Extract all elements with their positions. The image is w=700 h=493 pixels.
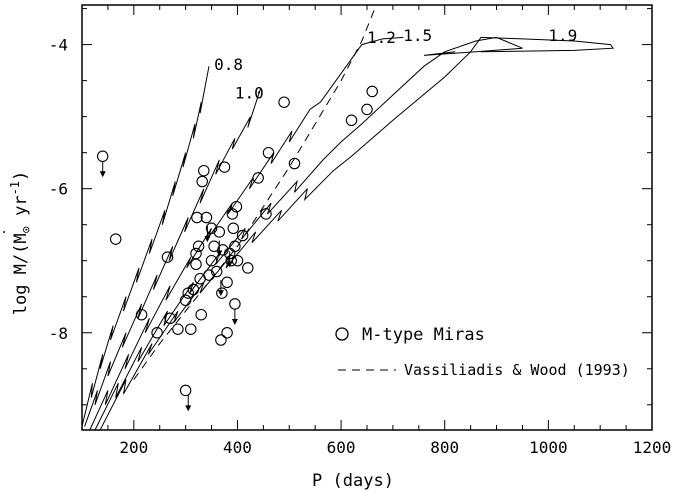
- mira-data-point: [179, 294, 192, 307]
- mira-data-point: [109, 233, 122, 245]
- y-axis-title-mdot: M: [11, 264, 31, 274]
- y-tick-label: -4: [49, 36, 68, 55]
- mira-data-point: [96, 150, 109, 163]
- upper-limit-arrow: [99, 161, 106, 178]
- mira-data-point: [229, 240, 241, 253]
- mira-data-point: [195, 308, 207, 321]
- y-tick-label: -8: [49, 324, 68, 343]
- y-axis-title: log M/(M⊙ yr-1): [8, 171, 33, 316]
- mira-data-point: [198, 164, 210, 177]
- legend: M-type Miras Vassiliadis & Wood (1993): [335, 325, 630, 379]
- y-axis-title-close: ): [11, 171, 31, 181]
- mira-data-point: [161, 251, 174, 263]
- x-tick-label: 800: [430, 438, 459, 457]
- mira-data-point: [164, 312, 176, 325]
- mira-data-point: [345, 114, 358, 127]
- mira-data-point: [225, 254, 237, 267]
- mira-data-point: [190, 258, 202, 271]
- series-line-track-0.8: [82, 66, 210, 427]
- upper-limit-arrow: [185, 395, 192, 412]
- y-axis-title-end: yr: [11, 195, 31, 226]
- track-label-0.8: 0.8: [214, 55, 243, 74]
- mira-data-point: [210, 265, 223, 278]
- mira-data-point: [226, 208, 239, 220]
- upper-limit-arrow: [217, 280, 224, 297]
- mira-data-point: [172, 323, 184, 335]
- upper-limit-arrow: [226, 251, 233, 268]
- legend-label-vw93: Vassiliadis & Wood (1993): [404, 361, 630, 379]
- mira-data-point: [190, 247, 202, 260]
- x-tick-label: 400: [223, 438, 252, 457]
- mira-data-point: [262, 146, 275, 159]
- mira-data-point: [366, 85, 378, 98]
- mira-data-point: [185, 323, 197, 335]
- mira-data-point: [236, 229, 249, 242]
- upper-limit-arrow: [216, 240, 223, 257]
- plot-area: [82, 8, 615, 430]
- y-axis-title-prefix: log: [11, 274, 31, 315]
- mira-data-point: [278, 96, 290, 108]
- mira-data-point: [203, 269, 215, 281]
- mira-data-point: [242, 262, 254, 274]
- mira-data-point: [135, 308, 148, 321]
- track-label-1.5: 1.5: [403, 26, 432, 45]
- y-axis-title-rest: /(M: [11, 233, 31, 264]
- track-labels: 0.8 1.0 1.2 1.5 1.9: [214, 26, 577, 103]
- axis-ticks: 200 400 600 800 1000 1200 -4 -6 -8: [49, 5, 672, 457]
- mira-data-point: [361, 103, 373, 116]
- mira-data-point: [252, 172, 264, 184]
- mira-data-point: [229, 298, 241, 310]
- track-label-1.9: 1.9: [548, 26, 577, 45]
- y-axis-title-sup: -1: [8, 181, 22, 195]
- x-tick-label: 1200: [633, 438, 672, 457]
- mira-data-point: [288, 157, 301, 170]
- mira-data-point: [218, 161, 231, 173]
- x-tick-label: 200: [119, 438, 148, 457]
- x-tick-label: 1000: [529, 438, 568, 457]
- mira-data-point: [213, 226, 226, 238]
- mira-data-point: [227, 222, 240, 235]
- x-tick-label: 600: [327, 438, 356, 457]
- legend-circle-marker: [335, 327, 349, 341]
- mira-data-point: [221, 327, 233, 339]
- mira-data-point: [192, 240, 205, 253]
- mira-data-point: [196, 175, 208, 188]
- mira-data-point: [151, 327, 163, 339]
- mira-data-point: [191, 211, 203, 224]
- mira-data-point: [216, 287, 228, 299]
- mira-data-point: [205, 222, 218, 235]
- track-label-1.2: 1.2: [367, 28, 396, 47]
- x-axis-title: P (days): [312, 471, 394, 491]
- mira-data-point: [260, 208, 272, 220]
- series-line-track-1.9: [99, 36, 615, 430]
- mira-data-point: [179, 384, 192, 397]
- mira-data-point: [230, 200, 243, 213]
- mira-data-point: [187, 283, 200, 296]
- track-label-1.0: 1.0: [235, 84, 264, 103]
- mira-data-point: [205, 254, 218, 267]
- mira-data-point: [217, 244, 229, 256]
- mira-data-point: [200, 211, 213, 224]
- upper-limit-arrow: [231, 308, 238, 325]
- upper-limit-arrow: [204, 226, 211, 243]
- y-axis-title-dot: ˙: [1, 227, 21, 237]
- y-tick-label: -6: [49, 180, 68, 199]
- mira-data-point: [215, 334, 227, 346]
- y-axis-title-sun: ⊙: [19, 226, 33, 233]
- series-line-vassiliadis-wood: [133, 8, 376, 380]
- mira-data-point: [221, 276, 233, 289]
- legend-label-miras: M-type Miras: [362, 325, 485, 345]
- mira-data-point: [231, 254, 244, 267]
